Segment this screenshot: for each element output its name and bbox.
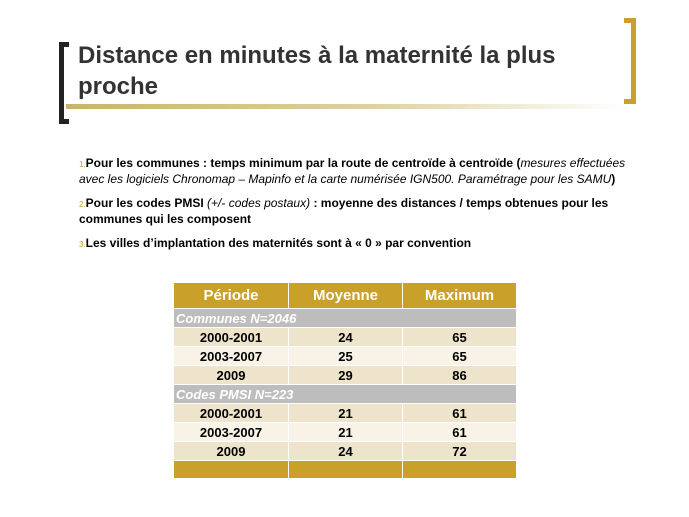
cell-maximum: 65 bbox=[402, 346, 517, 366]
cell-maximum: 86 bbox=[402, 365, 517, 385]
cell-periode: 2009 bbox=[173, 365, 289, 385]
section-row-communes: Communes N=2046 bbox=[173, 308, 517, 328]
bullet-number: 1. bbox=[79, 160, 86, 169]
footer-cell bbox=[402, 460, 517, 479]
distance-table: Période Moyenne Maximum Communes N=2046 … bbox=[173, 282, 517, 479]
bullet-number: 3. bbox=[79, 240, 86, 249]
cell-moyenne: 24 bbox=[288, 327, 403, 347]
section-label: Codes PMSI N=223 bbox=[173, 384, 517, 404]
bullet-item-3: 3.Les villes d’implantation des maternit… bbox=[79, 236, 639, 252]
cell-maximum: 65 bbox=[402, 327, 517, 347]
cell-moyenne: 21 bbox=[288, 403, 403, 423]
table-row: 2000-2001 21 61 bbox=[173, 403, 517, 423]
bullet-tail-text: : moyenne des distances / temps obtenues… bbox=[79, 196, 609, 226]
bullet-bold-text: Les villes d’implantation des maternités… bbox=[85, 236, 472, 250]
table-footer-row bbox=[173, 460, 517, 479]
table-row: 2003-2007 25 65 bbox=[173, 346, 517, 366]
header-moyenne: Moyenne bbox=[288, 282, 403, 309]
cell-periode: 2003-2007 bbox=[173, 346, 289, 366]
table-row: 2003-2007 21 61 bbox=[173, 422, 517, 442]
left-bracket-decoration bbox=[59, 42, 69, 124]
bullet-italic-text: (+/- codes postaux) bbox=[207, 196, 311, 210]
header-maximum: Maximum bbox=[402, 282, 517, 309]
table-row: 2009 24 72 bbox=[173, 441, 517, 461]
bullet-italic-text: mesures effectuées avec les logiciels Ch… bbox=[79, 156, 626, 186]
cell-moyenne: 29 bbox=[288, 365, 403, 385]
bullet-number: 2. bbox=[79, 200, 86, 209]
cell-moyenne: 21 bbox=[288, 422, 403, 442]
table-row: 2000-2001 24 65 bbox=[173, 327, 517, 347]
bullet-item-2: 2.Pour les codes PMSI (+/- codes postaux… bbox=[79, 196, 639, 227]
bullet-list: 1.Pour les communes : temps minimum par … bbox=[79, 156, 639, 261]
bullet-tail-text: ) bbox=[611, 172, 616, 186]
footer-cell bbox=[288, 460, 403, 479]
slide-title: Distance en minutes à la maternité la pl… bbox=[78, 42, 556, 100]
table-row: 2009 29 86 bbox=[173, 365, 517, 385]
cell-moyenne: 25 bbox=[288, 346, 403, 366]
cell-moyenne: 24 bbox=[288, 441, 403, 461]
cell-maximum: 61 bbox=[402, 403, 517, 423]
right-bracket-decoration bbox=[624, 18, 636, 104]
section-label: Communes N=2046 bbox=[173, 308, 517, 328]
cell-periode: 2000-2001 bbox=[173, 327, 289, 347]
table-header-row: Période Moyenne Maximum bbox=[173, 282, 517, 309]
cell-periode: 2003-2007 bbox=[173, 422, 289, 442]
header-periode: Période bbox=[173, 282, 289, 309]
footer-cell bbox=[173, 460, 289, 479]
cell-periode: 2000-2001 bbox=[173, 403, 289, 423]
bullet-item-1: 1.Pour les communes : temps minimum par … bbox=[79, 156, 639, 187]
bullet-bold-text: Pour les codes PMSI bbox=[85, 196, 208, 210]
cell-maximum: 72 bbox=[402, 441, 517, 461]
bullet-bold-text: Pour les communes : temps minimum par la… bbox=[85, 156, 521, 170]
cell-periode: 2009 bbox=[173, 441, 289, 461]
cell-maximum: 61 bbox=[402, 422, 517, 442]
title-underline bbox=[66, 104, 626, 109]
section-row-codes-pmsi: Codes PMSI N=223 bbox=[173, 384, 517, 404]
